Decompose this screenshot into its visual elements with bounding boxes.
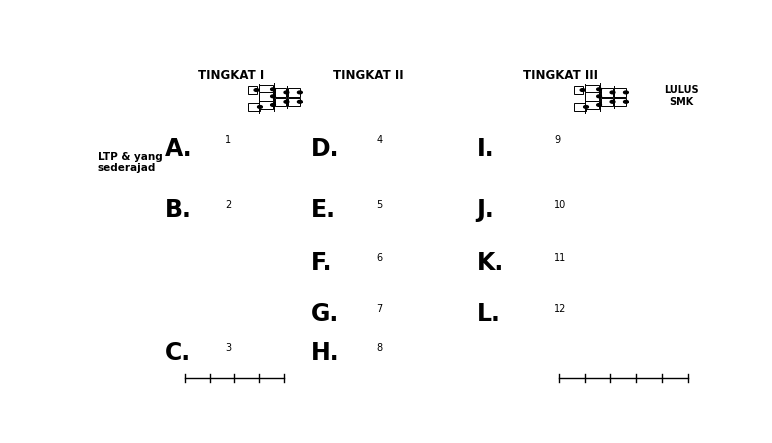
Circle shape — [254, 89, 259, 91]
Text: 1: 1 — [225, 135, 232, 145]
Text: D.: D. — [310, 137, 339, 161]
Circle shape — [284, 91, 289, 94]
FancyBboxPatch shape — [275, 97, 286, 106]
Text: L.: L. — [476, 302, 500, 326]
Circle shape — [597, 104, 601, 106]
FancyBboxPatch shape — [585, 101, 599, 109]
Circle shape — [581, 89, 585, 91]
Text: H.: H. — [310, 342, 340, 365]
Text: LTP & yang
sederajad: LTP & yang sederajad — [98, 152, 162, 173]
Circle shape — [258, 105, 262, 108]
FancyBboxPatch shape — [585, 85, 599, 93]
Text: G.: G. — [310, 302, 339, 326]
Text: 12: 12 — [554, 304, 567, 314]
FancyBboxPatch shape — [288, 88, 300, 97]
Text: A.: A. — [165, 137, 193, 161]
FancyBboxPatch shape — [574, 86, 583, 94]
Text: C.: C. — [165, 342, 191, 365]
Text: LULUS
SMK: LULUS SMK — [665, 85, 699, 107]
Circle shape — [271, 95, 276, 98]
FancyBboxPatch shape — [248, 103, 260, 111]
FancyBboxPatch shape — [601, 88, 612, 97]
Circle shape — [624, 91, 628, 94]
Circle shape — [271, 88, 276, 91]
Circle shape — [297, 91, 303, 94]
FancyBboxPatch shape — [574, 103, 586, 111]
Text: TINGKAT III: TINGKAT III — [523, 69, 598, 82]
Circle shape — [610, 101, 615, 103]
FancyBboxPatch shape — [259, 101, 273, 109]
Text: 10: 10 — [554, 200, 567, 210]
FancyBboxPatch shape — [615, 88, 626, 97]
Text: B.: B. — [165, 198, 192, 222]
Circle shape — [284, 101, 289, 103]
Text: TINGKAT I: TINGKAT I — [198, 69, 264, 82]
Text: J.: J. — [476, 198, 494, 222]
Circle shape — [597, 95, 601, 98]
Text: 8: 8 — [377, 343, 383, 353]
FancyBboxPatch shape — [288, 97, 300, 106]
Circle shape — [624, 101, 628, 103]
Circle shape — [597, 88, 601, 91]
FancyBboxPatch shape — [259, 85, 273, 93]
FancyBboxPatch shape — [585, 92, 599, 101]
Text: E.: E. — [310, 198, 336, 222]
Text: TINGKAT II: TINGKAT II — [334, 69, 404, 82]
FancyBboxPatch shape — [601, 97, 612, 106]
Text: 3: 3 — [225, 343, 232, 353]
Text: K.: K. — [476, 251, 503, 275]
Circle shape — [610, 91, 615, 94]
Text: 6: 6 — [377, 253, 383, 263]
Text: 9: 9 — [554, 135, 560, 145]
Circle shape — [584, 105, 588, 108]
Text: F.: F. — [310, 251, 332, 275]
FancyBboxPatch shape — [248, 86, 256, 94]
FancyBboxPatch shape — [259, 92, 273, 101]
Text: 4: 4 — [377, 135, 383, 145]
Circle shape — [297, 101, 303, 103]
FancyBboxPatch shape — [275, 88, 286, 97]
FancyBboxPatch shape — [615, 97, 626, 106]
Circle shape — [271, 104, 276, 106]
Text: I.: I. — [476, 137, 494, 161]
Text: 11: 11 — [554, 253, 567, 263]
Text: 7: 7 — [377, 304, 383, 314]
Text: 2: 2 — [225, 200, 232, 210]
Text: 5: 5 — [377, 200, 383, 210]
